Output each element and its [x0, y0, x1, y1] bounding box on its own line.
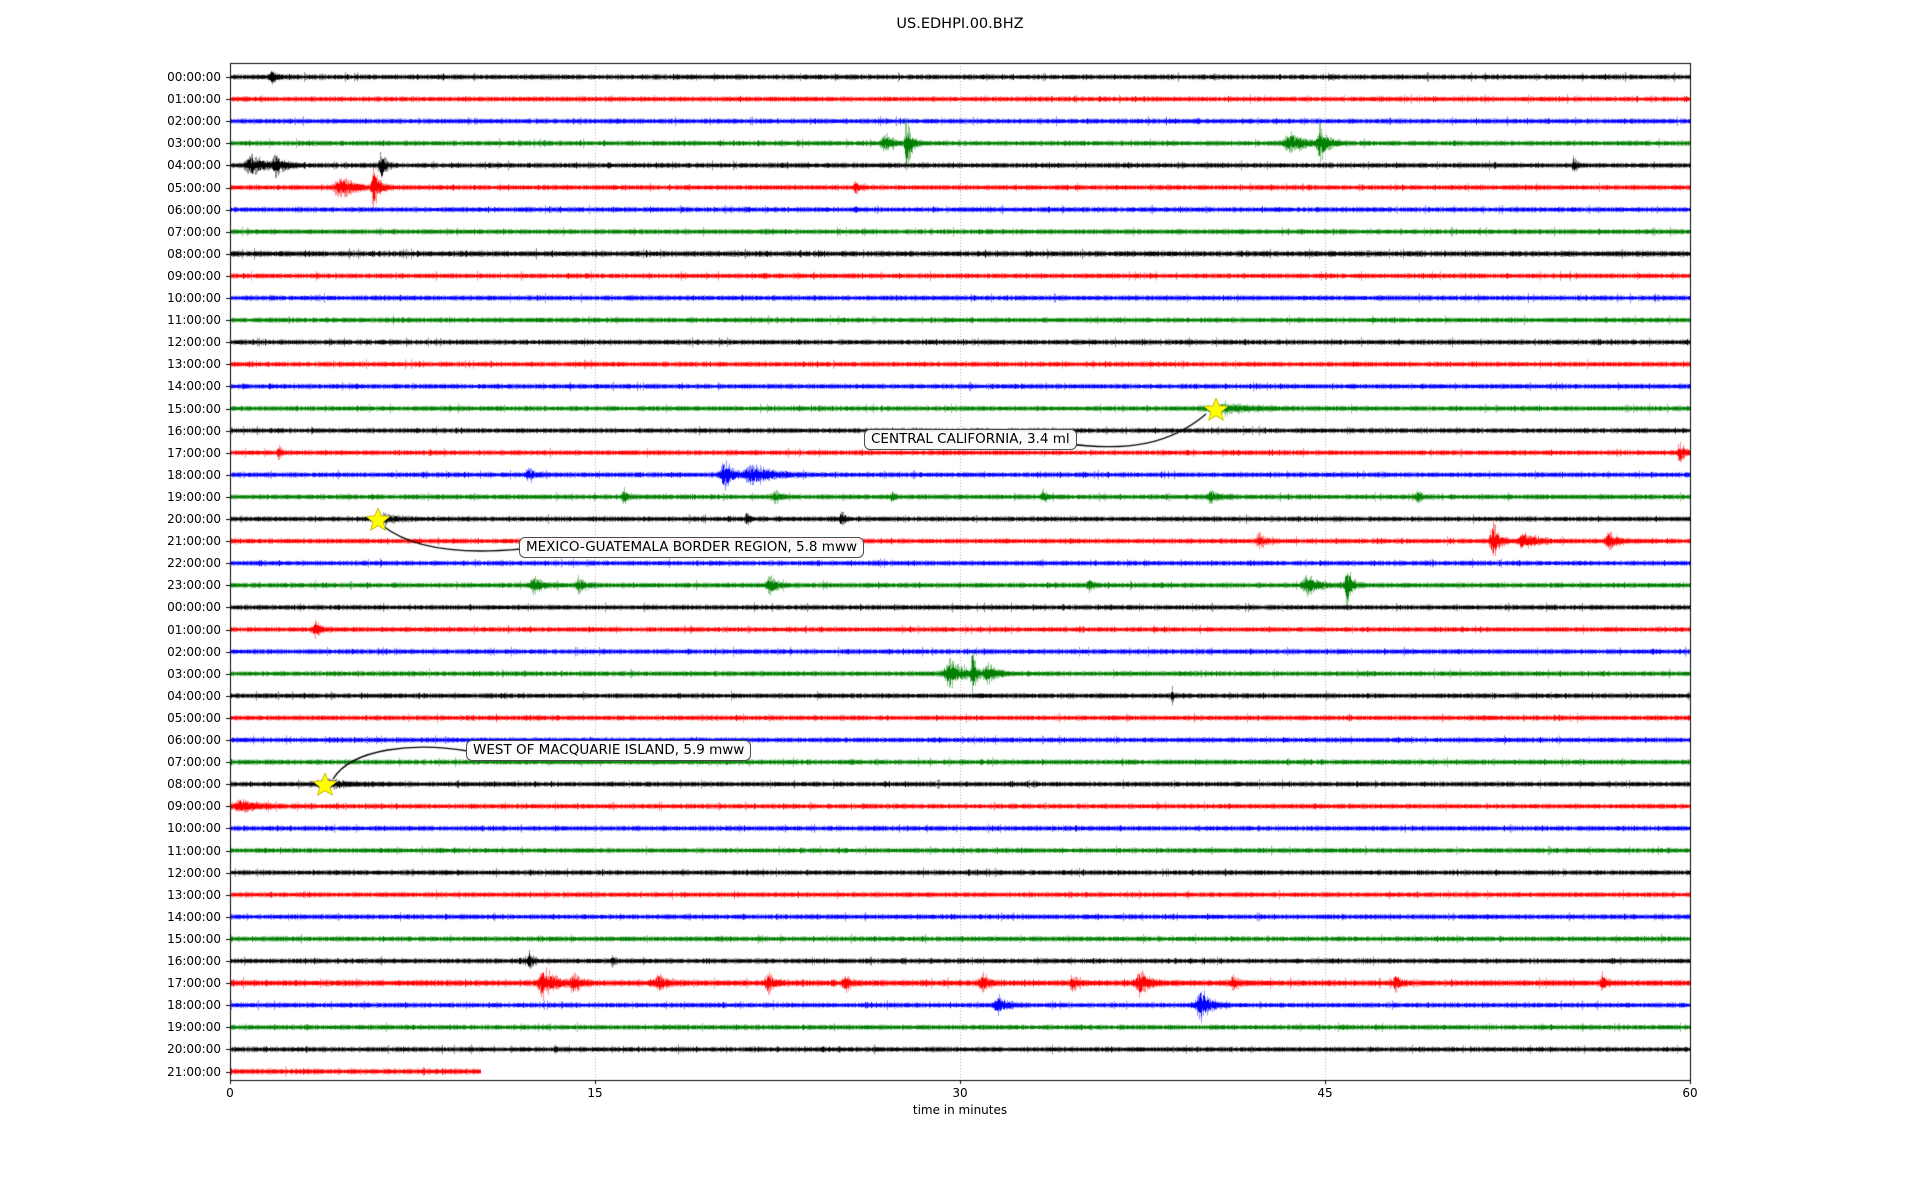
- event-star-icon: [1203, 397, 1228, 421]
- y-tick-label: 08:00:00: [167, 246, 221, 261]
- event-star-icon: [312, 773, 337, 797]
- x-tick-label: 0: [226, 1086, 234, 1100]
- y-tick-label: 09:00:00: [167, 799, 221, 814]
- y-tick-label: 10:00:00: [167, 291, 221, 305]
- y-tick-label: 08:00:00: [167, 777, 221, 792]
- y-tick-label: 01:00:00: [167, 92, 221, 107]
- event-annotation-mexico-guatemala: MEXICO-GUATEMALA BORDER REGION, 5.8 mww: [519, 537, 865, 558]
- x-tick-label: 15: [587, 1086, 603, 1100]
- y-tick-label: 17:00:00: [167, 445, 221, 460]
- x-axis-label: time in minutes: [912, 1103, 1008, 1117]
- y-tick-label: 20:00:00: [167, 1042, 221, 1057]
- event-annotation-macquarie-island: WEST OF MACQUARIE ISLAND, 5.9 mww: [466, 740, 752, 761]
- y-tick-label: 14:00:00: [167, 379, 221, 394]
- event-star-icon: [366, 508, 391, 531]
- y-tick-label: 10:00:00: [167, 821, 221, 836]
- y-tick-label: 14:00:00: [167, 909, 221, 924]
- y-tick-label: 04:00:00: [167, 688, 221, 703]
- y-tick-label: 16:00:00: [167, 954, 221, 968]
- y-tick-label: 11:00:00: [167, 843, 221, 858]
- y-tick-label: 09:00:00: [167, 268, 221, 283]
- y-tick-label: 03:00:00: [167, 136, 221, 151]
- y-tick-label: 21:00:00: [167, 534, 221, 549]
- y-tick-label: 17:00:00: [167, 976, 221, 991]
- y-tick-label: 16:00:00: [167, 423, 221, 438]
- y-tick-label: 22:00:00: [167, 556, 221, 571]
- y-tick-label: 13:00:00: [167, 887, 221, 902]
- y-tick-label: 20:00:00: [167, 512, 221, 526]
- plot-title: US.EDHPI.00.BHZ: [896, 16, 1024, 32]
- y-tick-label: 11:00:00: [167, 313, 221, 328]
- y-tick-label: 18:00:00: [167, 998, 221, 1013]
- y-tick-label: 05:00:00: [167, 180, 221, 195]
- y-tick-label: 07:00:00: [167, 224, 221, 239]
- x-tick-label: 30: [952, 1086, 968, 1100]
- y-tick-label: 13:00:00: [167, 357, 221, 372]
- y-tick-label: 00:00:00: [167, 70, 221, 84]
- y-tick-label: 01:00:00: [167, 622, 221, 637]
- x-tick-label: 60: [1682, 1086, 1698, 1100]
- y-tick-label: 12:00:00: [167, 335, 221, 350]
- y-tick-label: 18:00:00: [167, 467, 221, 482]
- y-tick-label: 02:00:00: [167, 114, 221, 129]
- x-tick-label: 45: [1317, 1086, 1333, 1100]
- y-tick-label: 04:00:00: [167, 158, 221, 173]
- y-tick-label: 21:00:00: [167, 1064, 221, 1079]
- y-tick-label: 00:00:00: [167, 600, 221, 615]
- y-tick-label: 19:00:00: [167, 489, 221, 504]
- y-tick-label: 02:00:00: [167, 644, 221, 659]
- event-annotation-central-california: CENTRAL CALIFORNIA, 3.4 ml: [864, 429, 1077, 450]
- y-tick-label: 03:00:00: [167, 666, 221, 681]
- y-tick-label: 15:00:00: [167, 931, 221, 946]
- y-tick-label: 15:00:00: [167, 401, 221, 416]
- y-tick-label: 12:00:00: [167, 865, 221, 880]
- y-tick-label: 23:00:00: [167, 578, 221, 593]
- y-tick-label: 07:00:00: [167, 755, 221, 770]
- y-tick-label: 06:00:00: [167, 733, 221, 747]
- y-tick-label: 06:00:00: [167, 202, 221, 217]
- y-tick-label: 05:00:00: [167, 710, 221, 725]
- y-tick-label: 19:00:00: [167, 1020, 221, 1035]
